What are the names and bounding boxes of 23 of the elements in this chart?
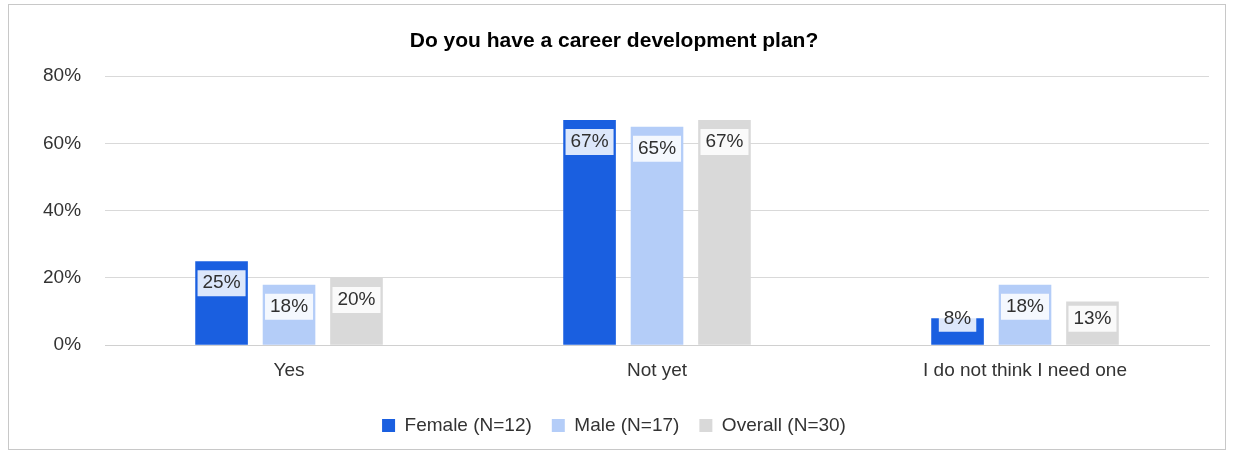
legend-label: Female (N=12) — [404, 413, 532, 435]
y-tick-label: 20% — [43, 266, 82, 288]
y-tick-label: 60% — [43, 131, 82, 153]
bar — [563, 119, 616, 345]
x-tick-label: Yes — [273, 358, 305, 380]
y-tick-label: 0% — [53, 333, 82, 355]
data-label: 13% — [1073, 306, 1112, 328]
x-tick-label: I do not think I need one — [923, 358, 1127, 380]
data-label: 18% — [270, 294, 309, 316]
data-label: 18% — [1005, 294, 1045, 316]
y-tick-label: 40% — [43, 198, 82, 220]
data-label: 67% — [570, 130, 609, 152]
data-label: 8% — [943, 306, 972, 328]
data-label: 25% — [202, 271, 241, 293]
data-label: 65% — [638, 136, 677, 158]
data-label: 67% — [705, 130, 744, 152]
legend-label: Overall (N=30) — [721, 413, 846, 435]
chart-title: Do you have a career development plan? — [409, 28, 819, 52]
legend-label: Male (N=17) — [574, 413, 680, 435]
y-tick-label: 80% — [43, 64, 82, 86]
data-label: 20% — [337, 288, 376, 310]
bar — [630, 126, 684, 345]
x-tick-label: Not yet — [626, 358, 688, 380]
